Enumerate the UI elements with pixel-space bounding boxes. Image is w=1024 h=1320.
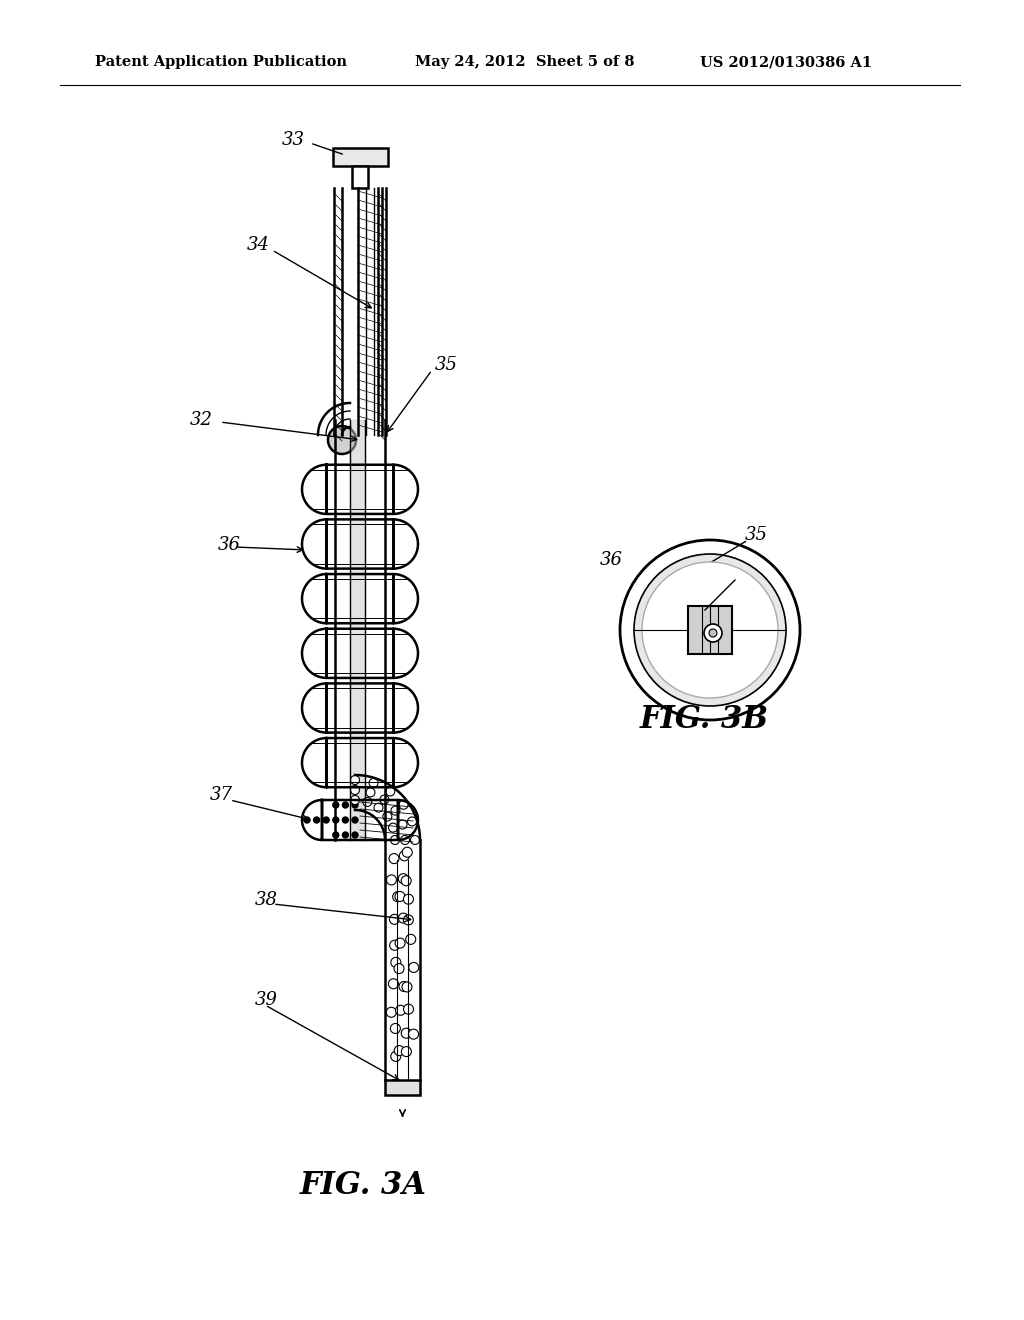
Circle shape	[386, 1007, 396, 1018]
Circle shape	[390, 1023, 400, 1034]
Bar	[333, 148, 388, 166]
Circle shape	[395, 1006, 406, 1015]
Text: US 2012/0130386 A1: US 2012/0130386 A1	[700, 55, 872, 69]
Circle shape	[390, 836, 399, 845]
Circle shape	[400, 836, 410, 845]
Text: FIG. 3A: FIG. 3A	[300, 1170, 427, 1200]
Circle shape	[391, 807, 400, 816]
Circle shape	[392, 892, 402, 902]
Circle shape	[386, 787, 395, 796]
Text: May 24, 2012  Sheet 5 of 8: May 24, 2012 Sheet 5 of 8	[415, 55, 635, 69]
Circle shape	[324, 817, 329, 822]
Circle shape	[386, 875, 396, 884]
Text: 32: 32	[190, 411, 213, 429]
Circle shape	[333, 817, 339, 822]
Bar	[385, 1080, 420, 1096]
Text: 37: 37	[210, 785, 233, 804]
Circle shape	[406, 935, 416, 944]
Circle shape	[642, 562, 778, 698]
Circle shape	[394, 1045, 404, 1056]
Text: 36: 36	[218, 536, 241, 554]
Text: 33: 33	[282, 131, 305, 149]
Text: 39: 39	[745, 645, 768, 664]
Circle shape	[620, 540, 800, 719]
Circle shape	[411, 836, 420, 845]
Circle shape	[391, 1051, 400, 1061]
Circle shape	[389, 915, 399, 924]
Circle shape	[402, 982, 412, 991]
Circle shape	[705, 624, 722, 642]
Circle shape	[395, 939, 406, 948]
Circle shape	[352, 832, 358, 838]
Circle shape	[401, 875, 412, 886]
Text: 38: 38	[255, 891, 278, 909]
Circle shape	[408, 817, 417, 826]
Text: 36: 36	[600, 550, 623, 569]
Circle shape	[398, 913, 409, 923]
Circle shape	[313, 817, 319, 822]
Circle shape	[390, 940, 399, 950]
Bar	[352, 166, 368, 187]
Circle shape	[374, 803, 383, 812]
Circle shape	[403, 915, 414, 925]
Circle shape	[402, 847, 413, 857]
Circle shape	[342, 803, 348, 808]
Circle shape	[342, 817, 348, 822]
Circle shape	[409, 1030, 419, 1039]
Circle shape	[394, 964, 404, 974]
Circle shape	[333, 832, 339, 838]
Circle shape	[366, 788, 375, 797]
Circle shape	[401, 1028, 412, 1039]
Circle shape	[709, 630, 717, 638]
Circle shape	[380, 795, 389, 804]
Text: 34: 34	[247, 236, 270, 253]
Circle shape	[389, 854, 399, 863]
Circle shape	[388, 824, 397, 832]
Text: 35: 35	[745, 525, 768, 544]
Text: 39: 39	[255, 991, 278, 1008]
Circle shape	[328, 426, 356, 454]
Circle shape	[304, 817, 310, 822]
Text: 35: 35	[435, 356, 458, 374]
Circle shape	[403, 1005, 414, 1014]
Bar	[688, 606, 732, 653]
Circle shape	[401, 1047, 412, 1056]
Circle shape	[391, 957, 400, 968]
Circle shape	[388, 979, 398, 989]
Circle shape	[350, 785, 359, 795]
Circle shape	[399, 800, 408, 809]
Circle shape	[333, 803, 339, 808]
Circle shape	[350, 796, 359, 804]
Circle shape	[350, 776, 359, 784]
Circle shape	[399, 982, 409, 991]
Circle shape	[369, 779, 378, 788]
Circle shape	[399, 851, 410, 861]
Circle shape	[395, 891, 404, 902]
Circle shape	[352, 817, 358, 822]
Circle shape	[342, 832, 348, 838]
Circle shape	[383, 812, 392, 821]
Text: FIG. 3B: FIG. 3B	[640, 705, 769, 735]
Circle shape	[398, 820, 408, 829]
Text: Patent Application Publication: Patent Application Publication	[95, 55, 347, 69]
Circle shape	[403, 894, 414, 904]
Circle shape	[352, 803, 358, 808]
Circle shape	[362, 797, 372, 807]
Circle shape	[398, 874, 409, 883]
Circle shape	[409, 962, 419, 973]
Circle shape	[634, 554, 786, 706]
